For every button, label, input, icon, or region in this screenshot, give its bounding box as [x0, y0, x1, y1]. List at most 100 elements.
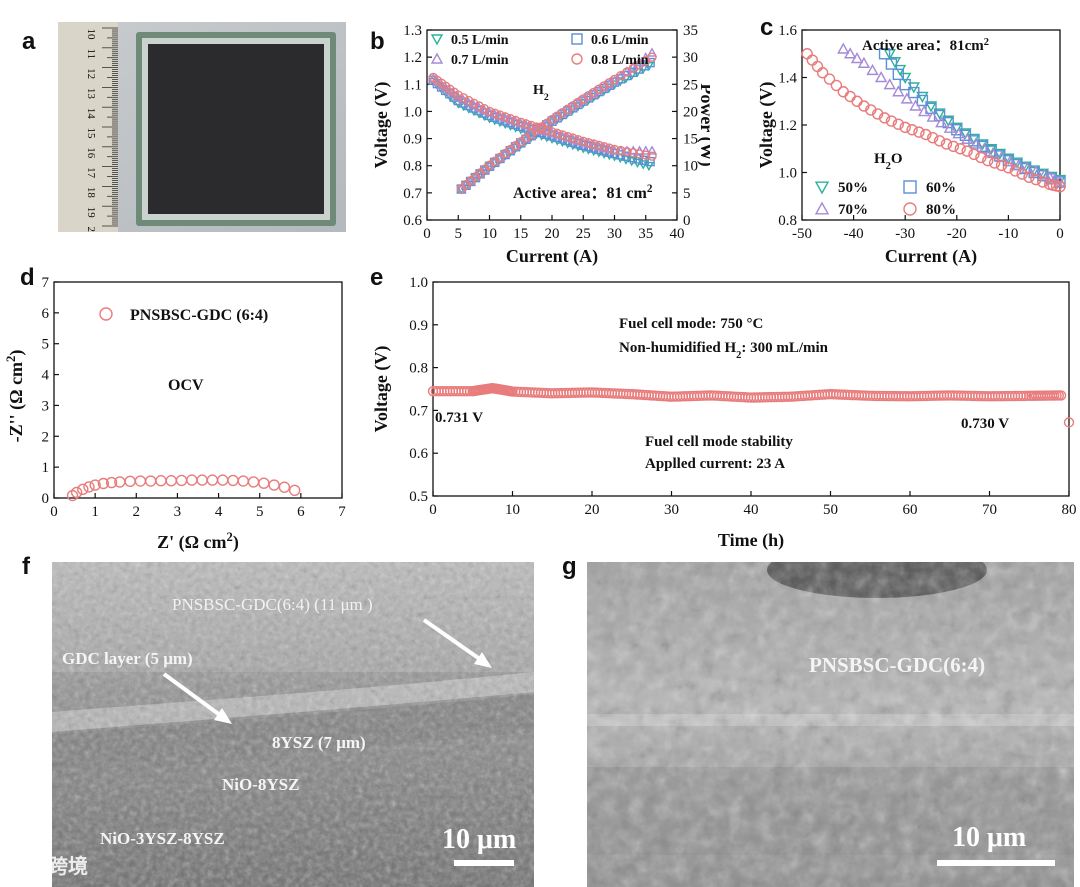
data-point — [806, 54, 819, 66]
voltage-point — [641, 150, 651, 160]
data-point — [1009, 165, 1021, 177]
annotation-area: Active area：81 cm2 — [513, 183, 653, 202]
data-point — [1012, 158, 1025, 171]
data-point — [940, 138, 953, 150]
data-point — [97, 477, 110, 490]
y-tick-label: 0.8 — [778, 213, 797, 229]
data-point — [237, 475, 249, 487]
series-0 — [883, 49, 1067, 187]
arrow-icon-2 — [162, 672, 226, 720]
data-point — [851, 95, 863, 107]
series-0 — [427, 382, 1075, 428]
data-point — [816, 67, 829, 79]
voltage-point — [583, 137, 594, 148]
power-point — [645, 57, 655, 68]
data-point — [908, 86, 920, 99]
annotation-gas: H2 — [533, 83, 549, 103]
y-tick-label: 0 — [42, 491, 50, 507]
legend-label: 60% — [926, 180, 956, 196]
y-tick-label: 1.6 — [778, 23, 797, 39]
data-point — [1054, 181, 1066, 193]
legend-marker — [903, 202, 917, 216]
voltage-point — [557, 130, 568, 140]
voltage-point — [578, 136, 588, 146]
data-point — [165, 475, 177, 487]
voltage-point — [448, 89, 460, 99]
scale-bar-f — [454, 860, 514, 866]
data-point — [268, 479, 280, 491]
x-tick-label: 7 — [338, 504, 346, 520]
data-point — [975, 151, 987, 164]
legend-marker — [571, 53, 583, 65]
voltage-point — [463, 95, 474, 106]
data-point — [1063, 417, 1075, 428]
legend-label: 0.7 L/min — [451, 53, 509, 68]
x-tick-label: 80 — [1062, 502, 1077, 518]
y-tick-label: 1.3 — [403, 23, 422, 39]
data-point — [933, 108, 946, 120]
x-tick-label: 15 — [513, 226, 528, 242]
x-tick-label: 20 — [545, 226, 560, 242]
x-tick-label: 60 — [903, 502, 918, 518]
data-point — [967, 133, 981, 145]
y2-tick-label: 35 — [683, 23, 698, 39]
data-point — [227, 474, 239, 487]
power-point — [647, 52, 657, 62]
panel-label-b: b — [370, 28, 385, 55]
x-tick-label: 5 — [256, 504, 264, 520]
data-point — [952, 127, 965, 139]
voltage-point — [573, 135, 583, 145]
data-point — [1038, 168, 1051, 180]
cell-active-area — [148, 44, 324, 214]
voltage-point — [531, 122, 542, 132]
data-point — [823, 73, 836, 85]
panel-label-c: c — [760, 14, 774, 41]
data-point — [801, 48, 813, 60]
voltage-point — [568, 133, 578, 143]
legend-marker — [814, 181, 830, 195]
x-tick-label: 35 — [638, 226, 653, 242]
voltage-point — [505, 113, 516, 124]
ruler-number: 20 — [85, 227, 97, 233]
data-point — [927, 131, 939, 144]
arrow-icon — [422, 618, 486, 664]
x-tick-label: 2 — [133, 504, 141, 520]
data-point — [899, 121, 911, 134]
data-point — [70, 486, 83, 499]
x-tick-label: -50 — [792, 226, 812, 242]
voltage-point — [458, 93, 469, 103]
label-end-voltage: 0.730 V — [961, 416, 1009, 432]
label-8ysz: 8YSZ (7 μm) — [272, 733, 366, 752]
annotation-current: Applled current: 23 A — [645, 456, 785, 472]
ruler-number: 19 — [85, 207, 97, 219]
annotation-ocv: OCV — [168, 377, 204, 394]
data-point — [960, 132, 974, 144]
x-axis-label: Current (A) — [506, 246, 598, 267]
x-tick-label: 40 — [670, 226, 685, 242]
x-tick-label: 0 — [423, 226, 431, 242]
x-tick-label: 3 — [174, 504, 182, 520]
chart-b: 0 5 10 15 20 25 30 35 40 0.6 0.7 0.8 0.9 1.0 1.1 1.2 1.3… — [371, 23, 710, 267]
x-tick-label: -20 — [947, 226, 967, 242]
x-tick-label: 5 — [455, 226, 463, 242]
y-tick-label: 1.4 — [778, 71, 797, 87]
series-2 — [837, 42, 1067, 187]
x-axis-label: Z' (Ω cm2) — [157, 530, 239, 553]
power-point — [646, 47, 658, 57]
data-point — [988, 157, 1001, 169]
y2-tick-label: 15 — [683, 132, 698, 148]
data-point — [986, 147, 1000, 159]
data-point — [844, 90, 856, 103]
data-point — [978, 142, 991, 154]
data-point — [982, 154, 994, 167]
y-tick-label: 6 — [42, 306, 50, 322]
ruler-number: 14 — [85, 108, 97, 120]
voltage-point — [604, 143, 614, 153]
y2-tick-label: 20 — [683, 104, 698, 120]
voltage-point — [647, 151, 657, 161]
data-point — [899, 78, 911, 91]
panel-label-e: e — [370, 264, 384, 291]
data-point — [935, 116, 948, 128]
ruler-number: 16 — [85, 147, 97, 159]
x-tick-label: 0 — [1056, 226, 1064, 242]
